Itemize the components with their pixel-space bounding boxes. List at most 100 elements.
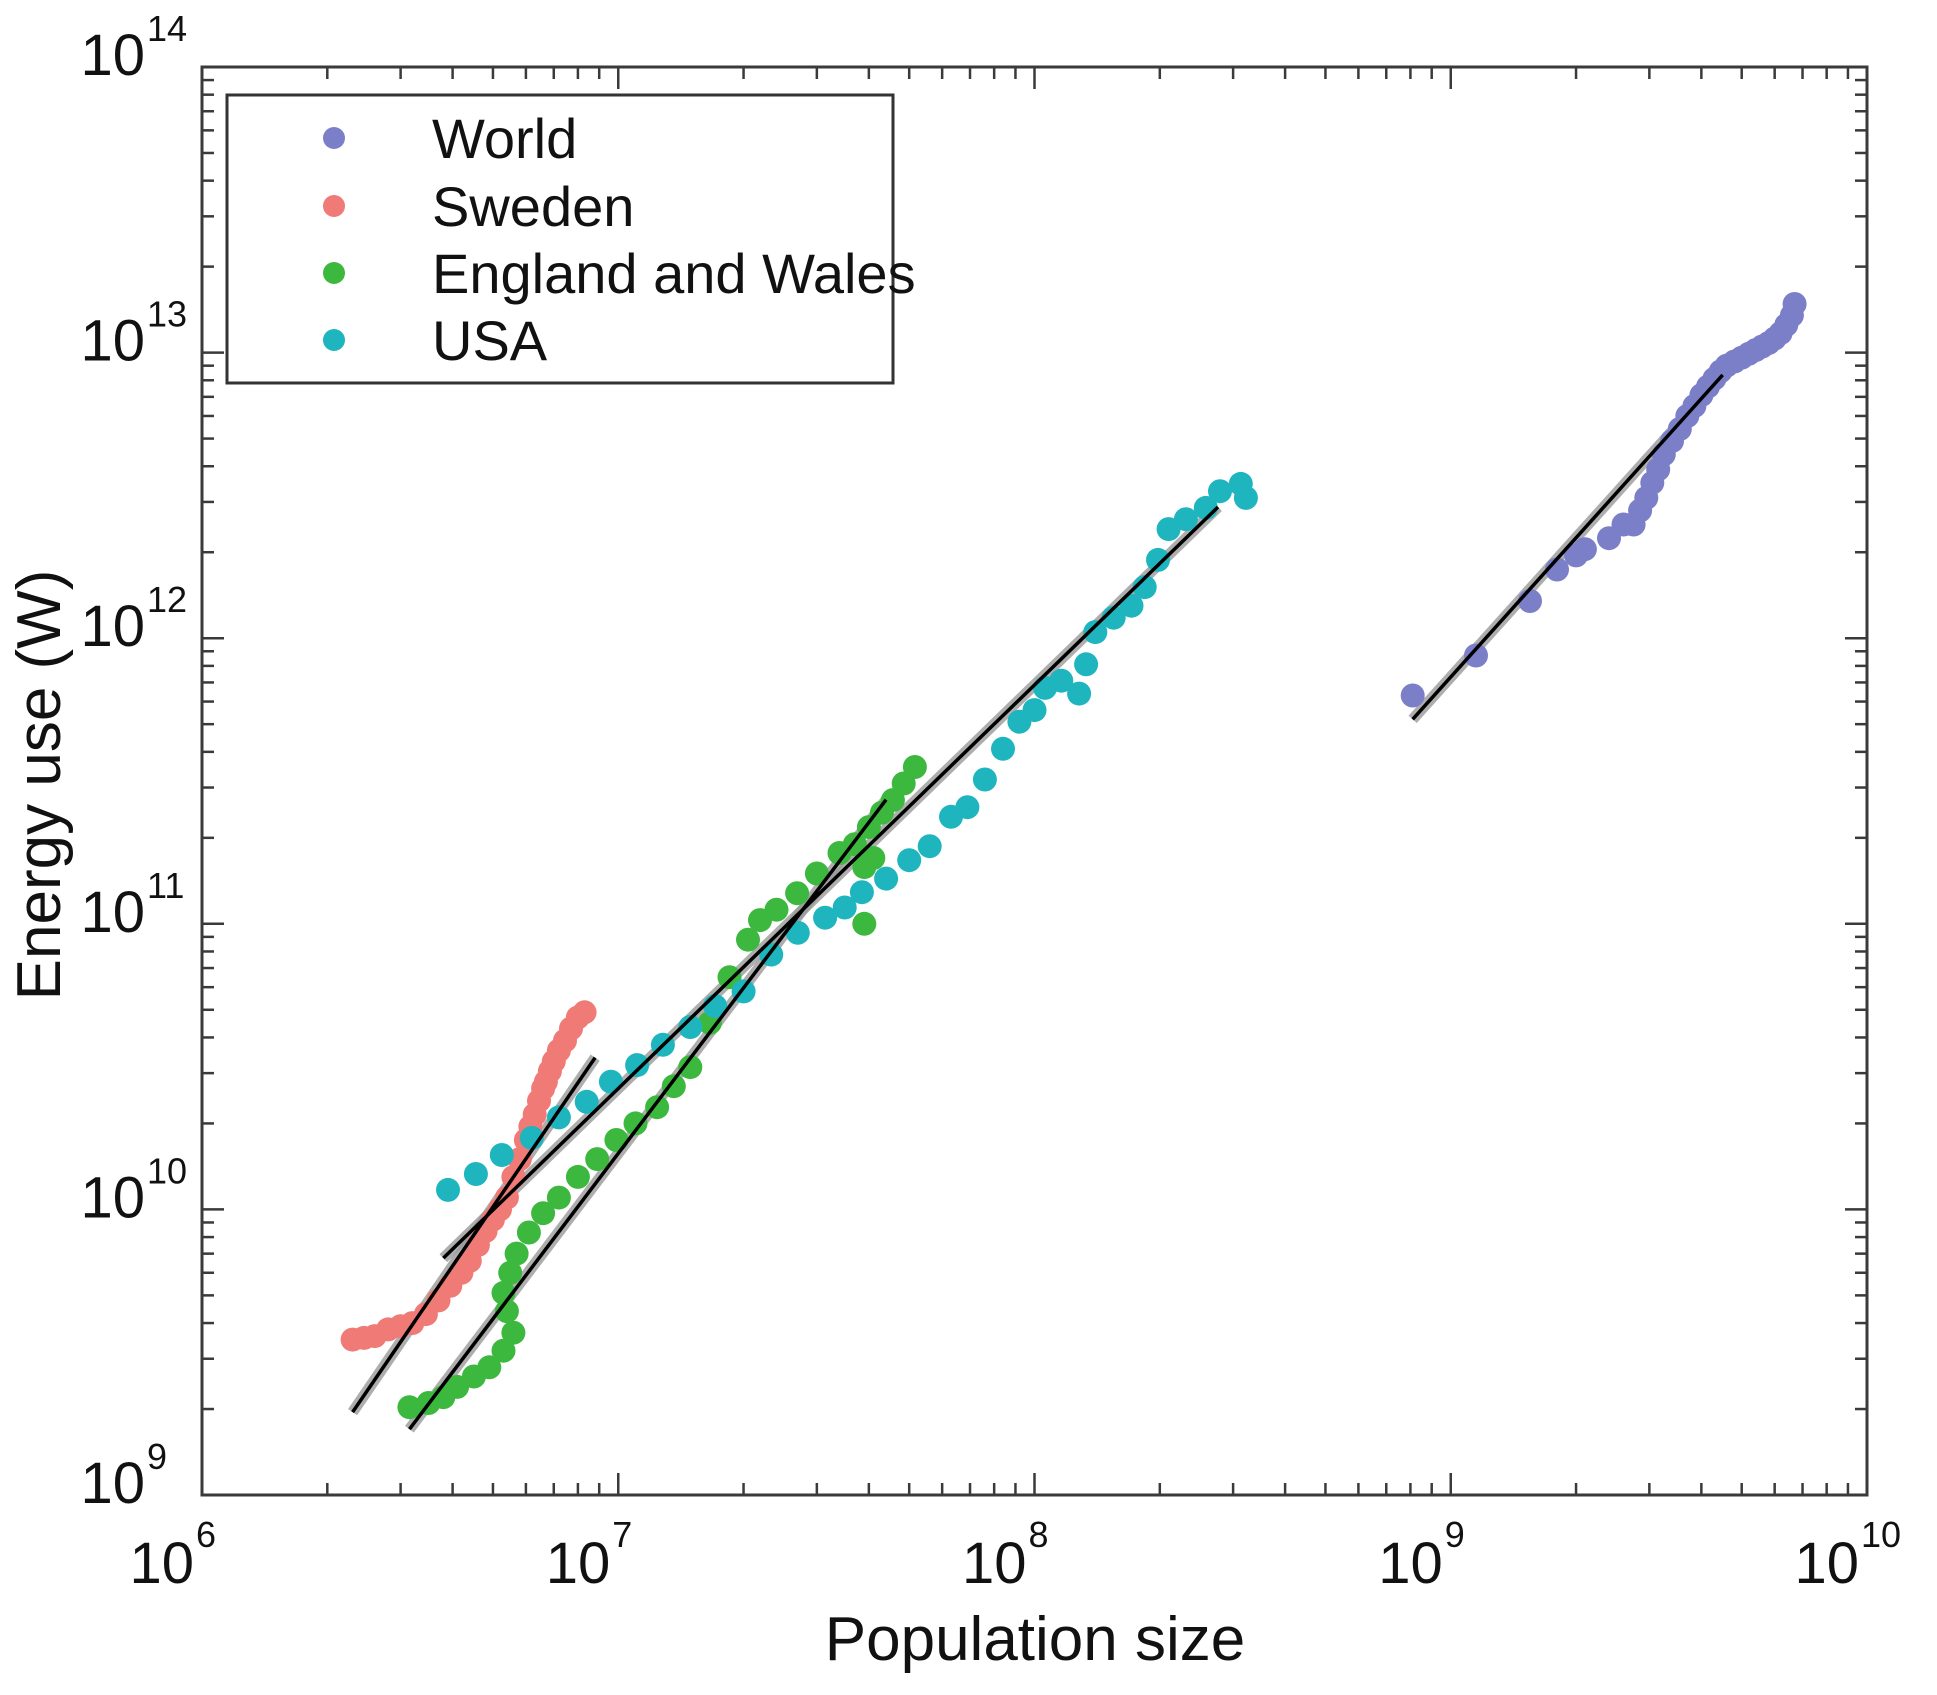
data-point-england-and-wales (531, 1201, 556, 1226)
data-point-usa (972, 767, 997, 792)
fit-confidence-bands (348, 371, 1727, 1433)
data-point-england-and-wales (494, 1299, 519, 1324)
data-point-england-and-wales (804, 861, 829, 886)
data-point-england-and-wales (852, 911, 877, 936)
data-point-england-and-wales (498, 1260, 523, 1285)
data-point-england-and-wales (764, 897, 789, 922)
data-point-usa (625, 1053, 650, 1078)
data-point-england-and-wales (585, 1147, 610, 1172)
data-points (340, 292, 1807, 1420)
data-point-usa (917, 834, 942, 859)
y-tick-label: 10 11 (80, 865, 184, 945)
data-point-england-and-wales (861, 846, 886, 870)
y-tick-label-base: 10 (80, 1165, 145, 1230)
data-point-england-and-wales (902, 755, 927, 779)
data-point-england-and-wales (645, 1095, 670, 1120)
data-point-world (1464, 643, 1488, 668)
x-tick-label: 10 8 (962, 1514, 1049, 1596)
data-point-usa (1146, 547, 1170, 572)
data-point-usa (1132, 575, 1157, 600)
fit-lines (351, 373, 1724, 1431)
data-point-world (1572, 537, 1597, 562)
y-tick-label-exponent: 9 (147, 1436, 167, 1477)
series-england-and-wales (397, 755, 927, 1420)
legend-marker-sweden (323, 195, 345, 217)
y-tick-label-base: 10 (80, 1451, 145, 1516)
legend-label-usa: USA (432, 309, 548, 372)
legend: World Sweden England and Wales USA (225, 93, 916, 385)
x-axis-label: Population size (825, 1605, 1246, 1674)
x-tick-label: 10 7 (546, 1514, 633, 1596)
x-tick-labels: 10 6 10 7 10 8 10 9 10 10 (129, 1514, 1901, 1596)
data-point-usa (463, 1162, 488, 1186)
y-tick-label-base: 10 (80, 23, 145, 88)
data-point-england-and-wales (604, 1128, 629, 1152)
legend-marker-world (323, 127, 345, 149)
data-point-world (1782, 292, 1807, 316)
x-tick-label: 10 9 (1378, 1514, 1465, 1596)
data-point-usa (991, 736, 1015, 761)
y-tick-label-base: 10 (80, 880, 145, 945)
y-tick-label-base: 10 (80, 594, 145, 659)
legend-label-sweden: Sweden (432, 175, 634, 238)
legend-marker-usa (323, 329, 345, 351)
data-point-england-and-wales (661, 1074, 686, 1099)
x-tick-label-exponent: 6 (196, 1514, 216, 1555)
data-point-england-and-wales (397, 1395, 422, 1420)
x-tick-label-base: 10 (129, 1531, 194, 1596)
fit-line-england-and-wales-fit (408, 798, 888, 1431)
y-tick-label: 10 10 (80, 1150, 187, 1230)
x-tick-label-base: 10 (962, 1531, 1027, 1596)
x-tick-label-exponent: 10 (1861, 1514, 1901, 1555)
series-world (1400, 292, 1807, 708)
legend-label-england-and-wales: England and Wales (432, 242, 916, 305)
y-tick-label: 10 12 (80, 579, 187, 659)
data-point-usa (1233, 485, 1258, 510)
fit-line-sweden-fit (351, 1056, 597, 1414)
data-point-england-and-wales (516, 1220, 541, 1245)
y-axis-label: Energy use (W) (5, 570, 74, 1001)
data-point-usa (574, 1089, 599, 1114)
data-point-usa (436, 1177, 460, 1202)
x-tick-label-exponent: 8 (1029, 1514, 1049, 1555)
data-point-england-and-wales (565, 1164, 590, 1189)
data-point-usa (598, 1069, 623, 1094)
data-point-usa (1119, 593, 1144, 618)
data-point-england-and-wales (623, 1111, 648, 1136)
data-point-england-and-wales (477, 1355, 502, 1380)
y-tick-label-exponent: 11 (147, 865, 184, 906)
y-tick-label-base: 10 (80, 309, 145, 374)
data-point-usa (955, 795, 980, 820)
x-tick-label: 10 6 (129, 1514, 216, 1596)
data-point-usa (1173, 507, 1198, 532)
data-point-usa (897, 848, 922, 873)
y-tick-label: 10 13 (80, 294, 187, 374)
data-point-usa (874, 866, 899, 891)
fit-line-usa-fit (442, 505, 1220, 1260)
y-tick-label: 10 14 (80, 8, 187, 88)
data-point-usa (546, 1105, 571, 1130)
data-point-usa (813, 905, 838, 930)
x-tick-label-exponent: 9 (1445, 1514, 1465, 1555)
data-point-world (1518, 589, 1542, 613)
x-tick-label-exponent: 7 (612, 1514, 632, 1555)
y-tick-label-exponent: 14 (147, 8, 187, 49)
x-tick-label-base: 10 (1378, 1531, 1443, 1596)
data-point-england-and-wales (785, 881, 810, 906)
x-tick-label-base: 10 (1794, 1531, 1859, 1596)
data-point-usa (1083, 620, 1108, 645)
data-point-usa (1074, 652, 1099, 677)
data-point-usa (489, 1143, 514, 1167)
data-point-usa (1049, 668, 1074, 693)
data-point-england-and-wales (491, 1338, 516, 1363)
data-point-sweden (507, 1147, 532, 1172)
data-point-usa (1067, 681, 1092, 706)
data-point-usa (849, 880, 874, 905)
x-tick-label: 10 10 (1794, 1514, 1901, 1596)
fit-line-world-fit (1411, 373, 1724, 721)
legend-label-world: World (432, 107, 577, 170)
data-point-england-and-wales (736, 927, 760, 952)
data-point-usa (678, 1015, 703, 1039)
